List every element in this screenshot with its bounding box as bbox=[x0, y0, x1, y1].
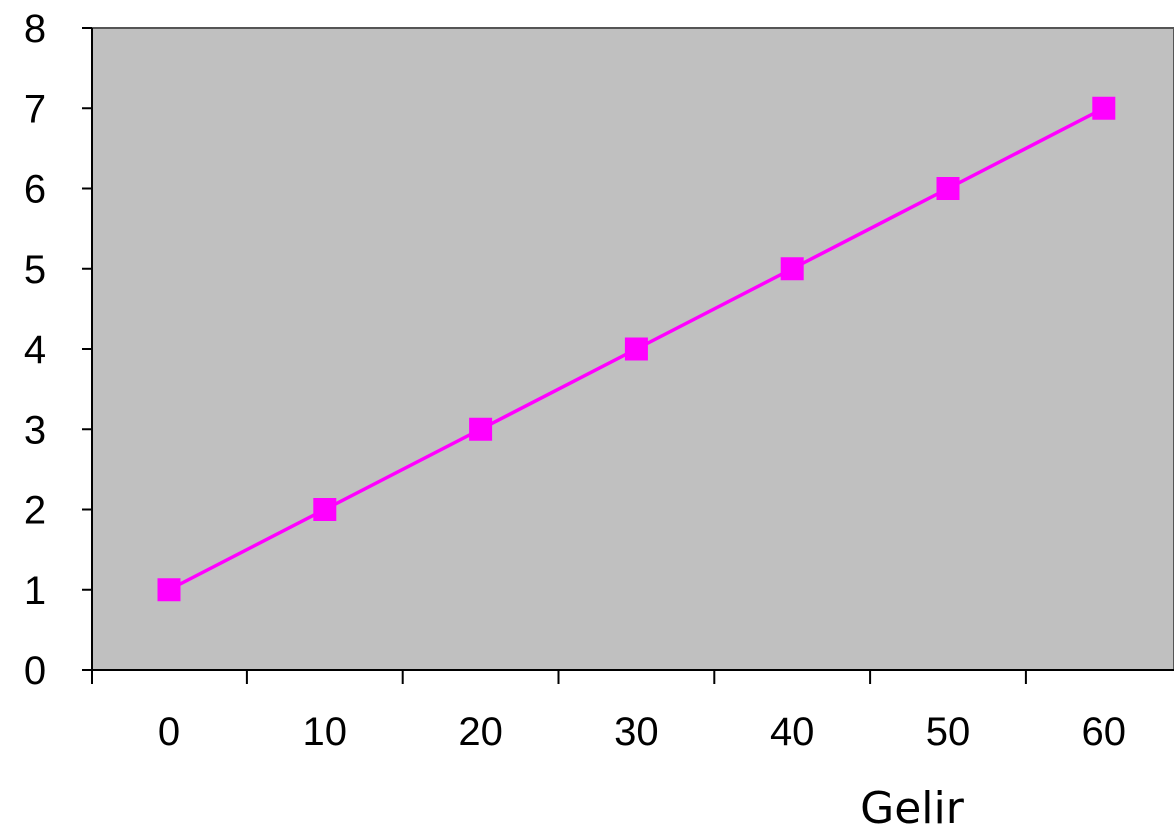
data-point-marker bbox=[780, 257, 804, 281]
y-tick-label: 0 bbox=[24, 649, 46, 693]
y-tick-label: 6 bbox=[24, 168, 46, 212]
data-point-marker bbox=[1092, 96, 1116, 120]
y-tick-label: 8 bbox=[24, 7, 46, 51]
data-point-marker bbox=[469, 417, 493, 441]
x-axis-title: Gelir bbox=[860, 783, 965, 833]
x-tick-label: 50 bbox=[926, 710, 971, 754]
y-ticks: 0 1 2 3 4 5 6 7 8 bbox=[24, 7, 92, 693]
x-ticks: 0 10 20 30 40 50 60 bbox=[91, 670, 1127, 754]
x-tick-label: 60 bbox=[1082, 710, 1127, 754]
y-tick-label: 3 bbox=[24, 408, 46, 452]
data-point-marker bbox=[624, 337, 648, 361]
data-point-marker bbox=[936, 177, 960, 200]
y-tick-label: 2 bbox=[24, 489, 46, 533]
x-tick-label: 40 bbox=[770, 710, 815, 754]
data-point-marker bbox=[313, 498, 337, 521]
x-tick-label: 0 bbox=[158, 710, 180, 754]
y-tick-label: 1 bbox=[24, 569, 46, 613]
data-point-marker bbox=[157, 578, 181, 602]
x-tick-label: 20 bbox=[458, 710, 503, 754]
series-layer bbox=[157, 96, 1116, 602]
x-tick-label: 30 bbox=[614, 710, 659, 754]
y-tick-label: 4 bbox=[24, 328, 46, 372]
y-tick-label: 7 bbox=[24, 87, 46, 131]
y-tick-label: 5 bbox=[24, 248, 46, 292]
x-tick-label: 10 bbox=[303, 710, 348, 754]
